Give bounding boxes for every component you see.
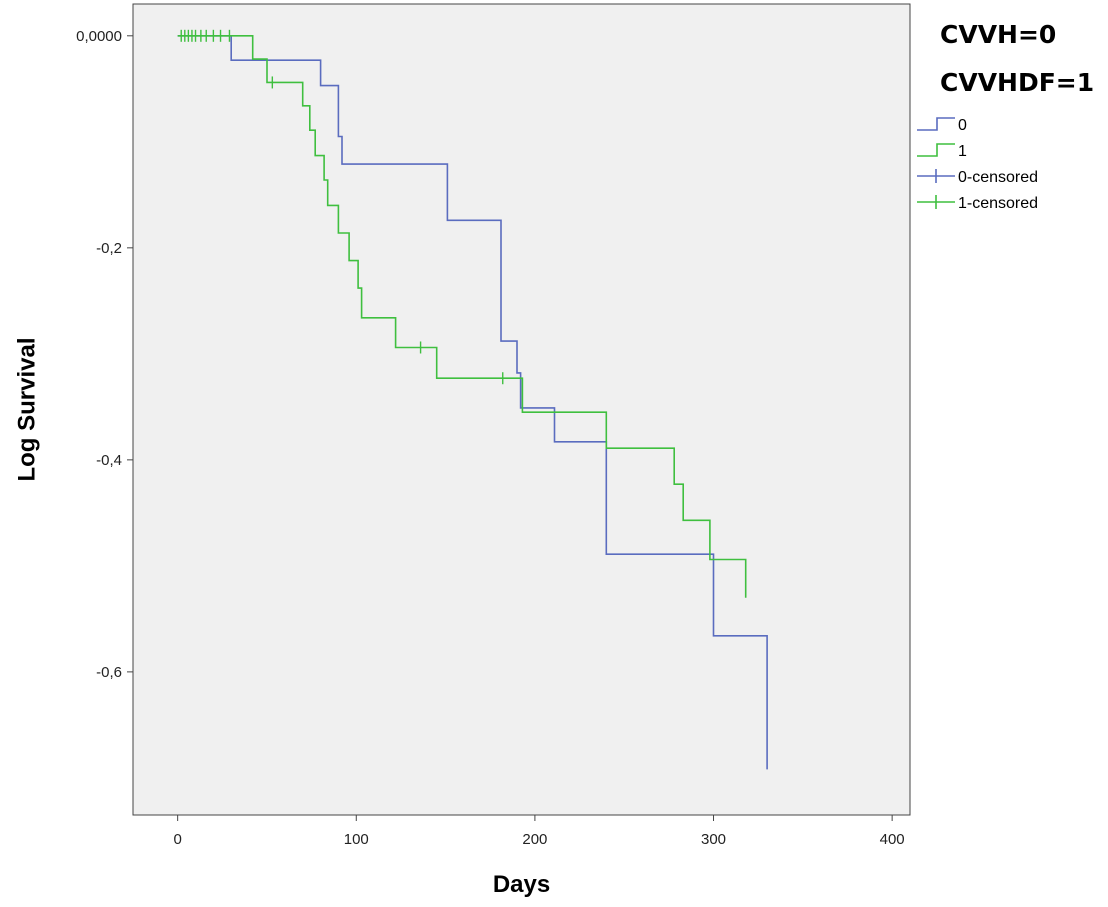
- legend-title-line-2: CVVHDF=1: [940, 68, 1095, 97]
- legend-label: 1-censored: [958, 195, 1038, 212]
- series-1-line: [177, 35, 747, 598]
- legend-title-line-1: CVVH=0: [940, 20, 1057, 49]
- tick-labels: 0 100 200 300 400 0,0000 -0,2 -0,4 -0,6: [76, 28, 905, 848]
- x-tick-label: 100: [344, 831, 369, 848]
- legend-label: 1: [958, 143, 967, 160]
- series-0-line: [177, 35, 768, 770]
- x-tick-label: 300: [701, 831, 726, 848]
- y-tick-label: -0,4: [96, 452, 122, 469]
- legend-label: 0-censored: [958, 169, 1038, 186]
- legend-item-0-censored: 0-censored: [917, 169, 1038, 186]
- legend-item-1: 1: [917, 143, 967, 160]
- legend-item-0: 0: [917, 117, 967, 134]
- x-tick-label: 0: [173, 831, 181, 848]
- legend-item-1-censored: 1-censored: [917, 195, 1038, 212]
- x-tick-label: 200: [522, 831, 547, 848]
- plot-area: [132, 3, 911, 816]
- axes: [127, 35, 893, 821]
- legend-swatch: [917, 117, 955, 131]
- series-layer: [177, 29, 768, 770]
- x-tick-label: 400: [880, 831, 905, 848]
- y-tick-label: -0,6: [96, 664, 122, 681]
- y-tick-label: -0,2: [96, 240, 122, 257]
- y-tick-label: 0,0000: [76, 28, 122, 45]
- x-axis-title: Days: [493, 871, 550, 898]
- y-axis-title: Log Survival: [13, 337, 40, 481]
- legend: 0 1 0-censored 1-censored: [917, 117, 1038, 212]
- legend-swatch: [917, 143, 955, 157]
- legend-label: 0: [958, 117, 967, 134]
